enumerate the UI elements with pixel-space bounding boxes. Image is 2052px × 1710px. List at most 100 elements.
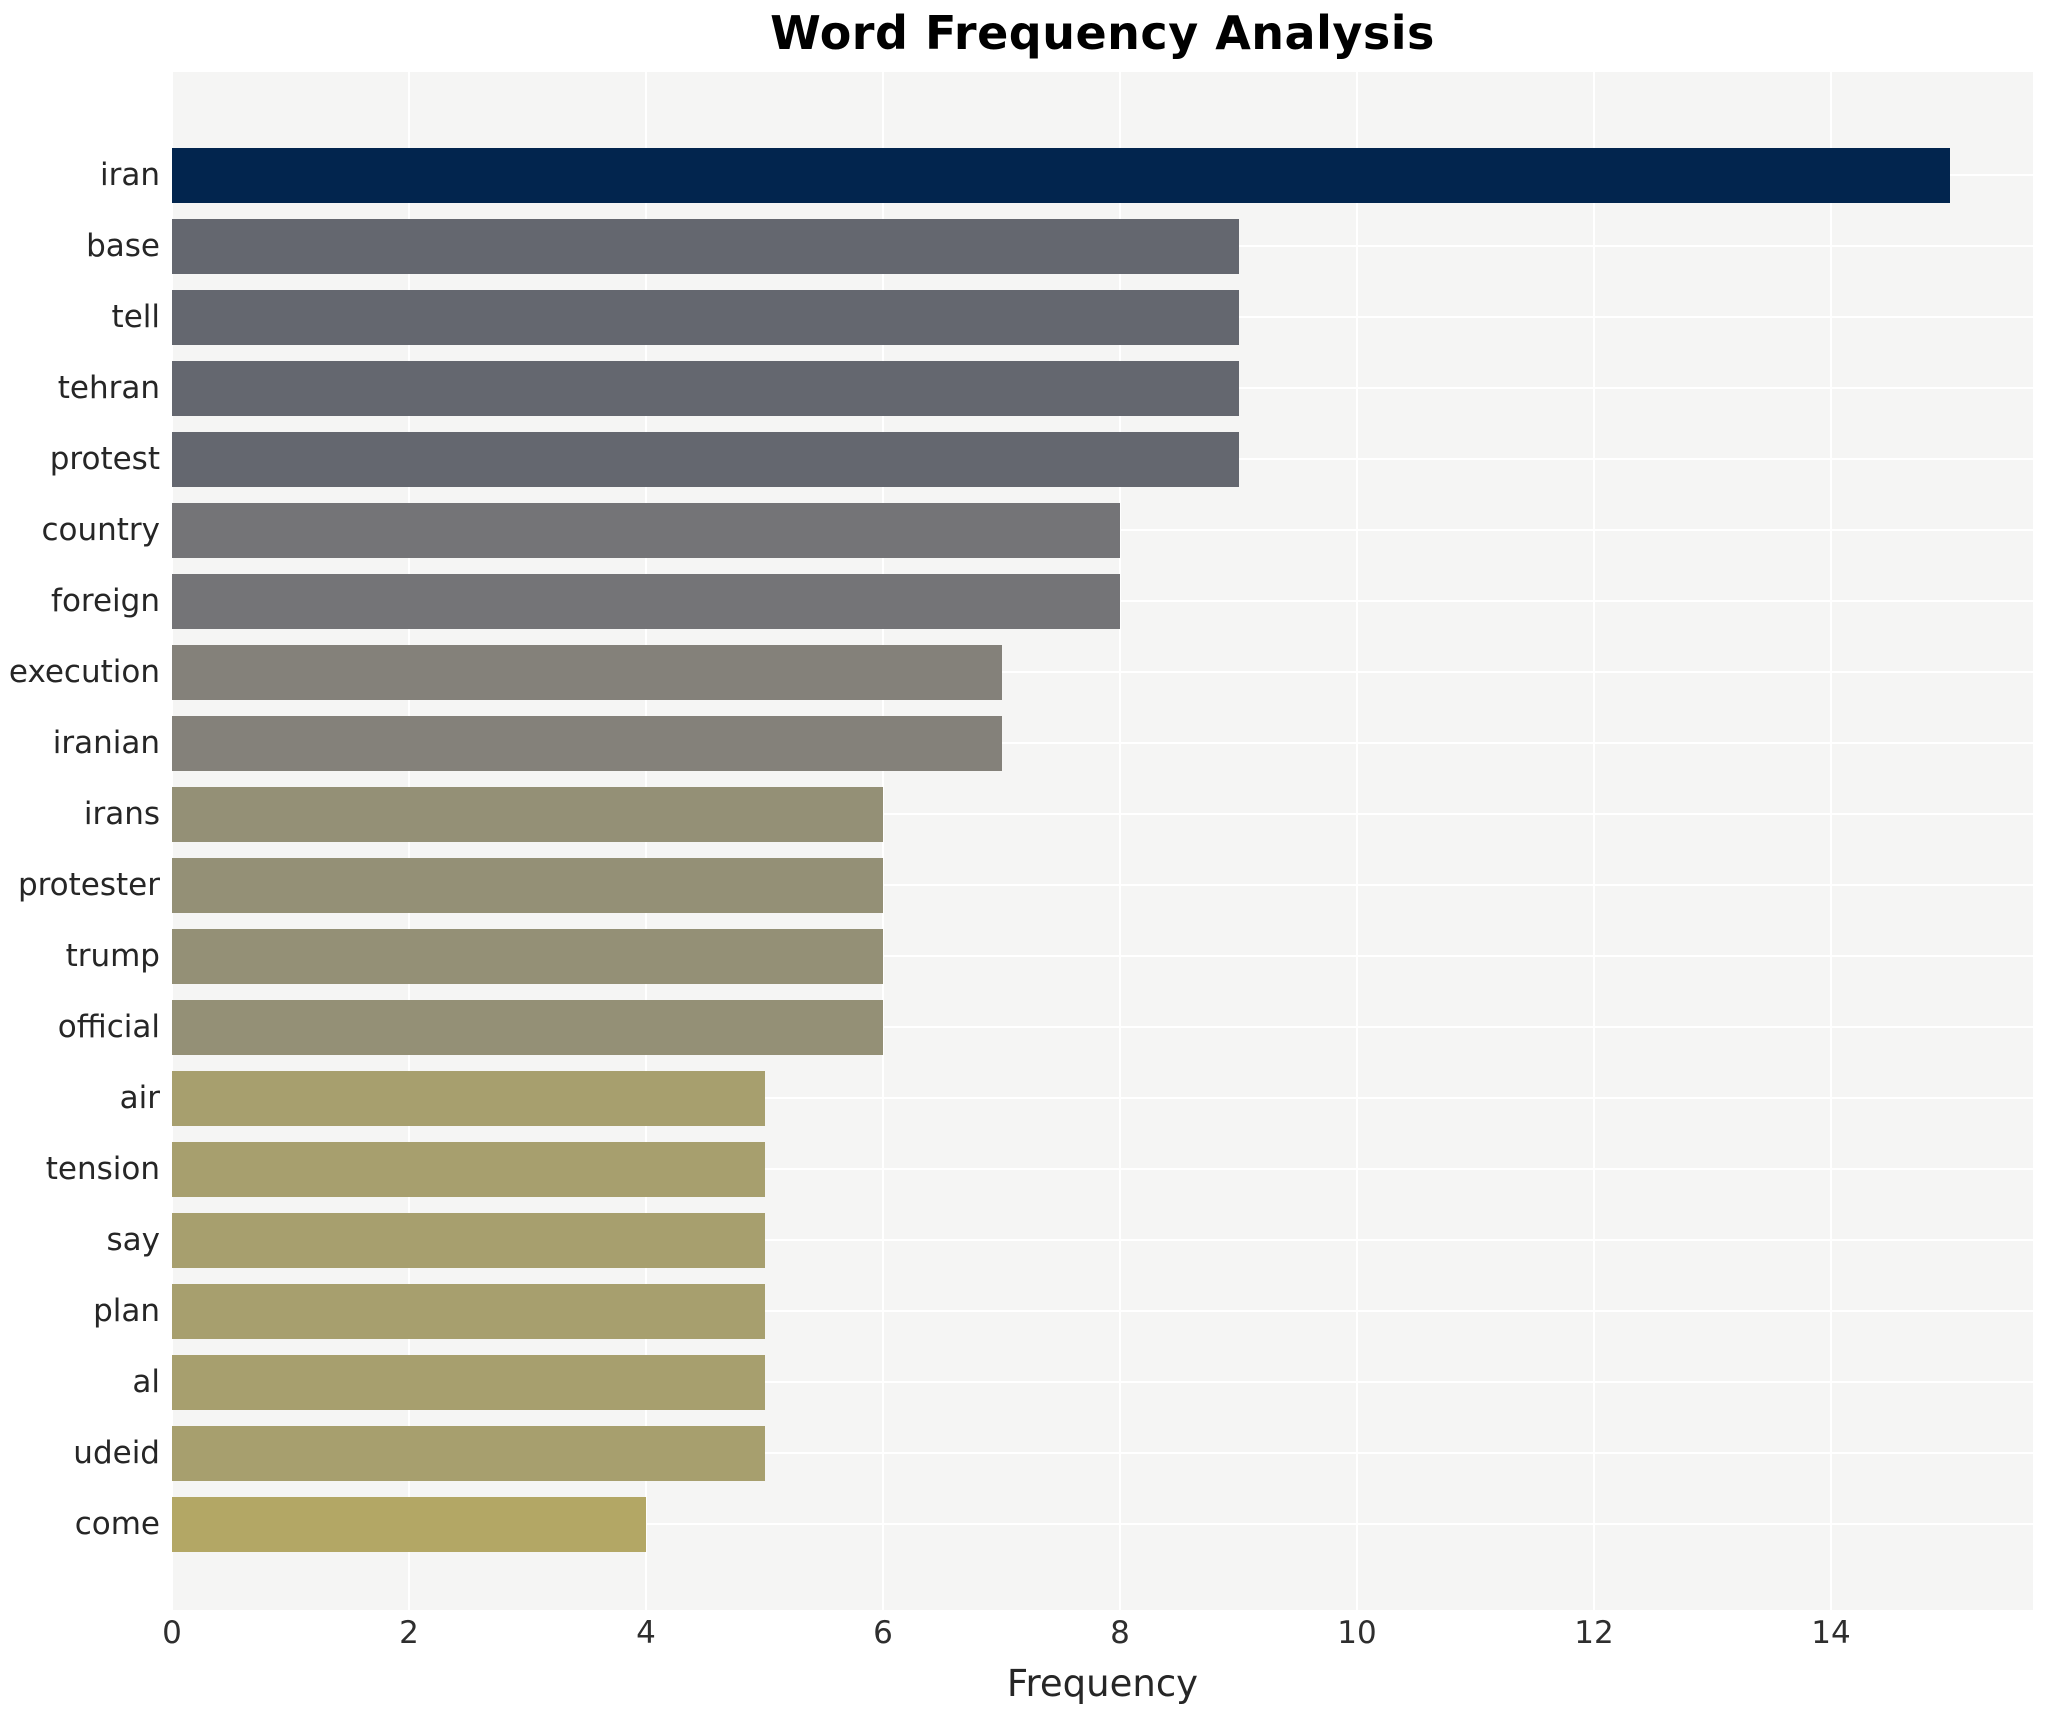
bar-label: foreign: [51, 583, 160, 619]
frequency-bar: [172, 1142, 765, 1197]
bar-label: official: [57, 1009, 160, 1045]
frequency-bar: [172, 1497, 646, 1552]
bar-track: [172, 1347, 2033, 1418]
bar-track: [172, 1063, 2033, 1134]
grid-line-horizontal: [172, 1168, 2033, 1170]
bar-row: official: [0, 992, 2033, 1063]
bar-label: execution: [8, 654, 160, 690]
grid-line-horizontal: [172, 1310, 2033, 1312]
frequency-bar: [172, 503, 1120, 558]
bar-row: al: [0, 1347, 2033, 1418]
grid-line-vertical: [1830, 72, 1832, 1610]
bar-row: protest: [0, 424, 2033, 495]
grid-line-horizontal: [172, 1452, 2033, 1454]
bar-label: tension: [45, 1151, 160, 1187]
x-tick-label: 6: [873, 1615, 893, 1651]
bar-track: [172, 424, 2033, 495]
bar-track: [172, 495, 2033, 566]
bar-label: protest: [49, 441, 160, 477]
bar-row: tension: [0, 1134, 2033, 1205]
bar-track: [172, 1276, 2033, 1347]
x-tick-label: 10: [1337, 1615, 1377, 1651]
frequency-bar: [172, 858, 883, 913]
grid-line-horizontal: [172, 1239, 2033, 1241]
bar-track: [172, 140, 2033, 211]
frequency-bar: [172, 716, 1002, 771]
bar-track: [172, 566, 2033, 637]
bar-row: say: [0, 1205, 2033, 1276]
bar-track: [172, 850, 2033, 921]
frequency-bar: [172, 432, 1239, 487]
grid-line-vertical: [1593, 72, 1595, 1610]
bar-label: country: [41, 512, 160, 548]
frequency-bar: [172, 361, 1239, 416]
bar-row: iran: [0, 140, 2033, 211]
frequency-bar: [172, 148, 1950, 203]
bar-label: say: [106, 1222, 161, 1258]
grid-line-horizontal: [172, 955, 2033, 957]
grid-line-horizontal: [172, 1381, 2033, 1383]
bar-track: [172, 353, 2033, 424]
frequency-bar: [172, 219, 1239, 274]
frequency-bar: [172, 1426, 765, 1481]
bar-label: come: [74, 1506, 160, 1542]
bar-label: tehran: [57, 370, 160, 406]
bar-track: [172, 992, 2033, 1063]
bar-row: plan: [0, 1276, 2033, 1347]
grid-line-vertical: [882, 72, 884, 1610]
frequency-bar: [172, 1071, 765, 1126]
frequency-bar: [172, 787, 883, 842]
bar-label: plan: [93, 1293, 160, 1329]
bar-track: [172, 211, 2033, 282]
bar-label: protester: [17, 867, 160, 903]
bar-row: execution: [0, 637, 2033, 708]
bar-row: air: [0, 1063, 2033, 1134]
chart-title: Word Frequency Analysis: [770, 6, 1435, 60]
bar-track: [172, 1489, 2033, 1560]
x-tick-label: 14: [1811, 1615, 1851, 1651]
bar-row: base: [0, 211, 2033, 282]
grid-line-vertical: [1119, 72, 1121, 1610]
bar-row: trump: [0, 921, 2033, 992]
frequency-bar: [172, 645, 1002, 700]
bar-row: tehran: [0, 353, 2033, 424]
bar-label: tell: [111, 299, 160, 335]
bar-track: [172, 637, 2033, 708]
grid-line-horizontal: [172, 813, 2033, 815]
x-tick-label: 2: [399, 1615, 419, 1651]
bar-label: al: [132, 1364, 160, 1400]
bar-label: udeid: [73, 1435, 160, 1471]
grid-line-horizontal: [172, 671, 2033, 673]
x-tick-label: 0: [162, 1615, 182, 1651]
x-axis-ticks: 0 2 4 6 8 10 12 14: [162, 1615, 2033, 1655]
grid-line-horizontal: [172, 1097, 2033, 1099]
bar-track: [172, 1418, 2033, 1489]
bar-row: country: [0, 495, 2033, 566]
frequency-bar: [172, 574, 1120, 629]
bar-track: [172, 921, 2033, 992]
x-tick-label: 8: [1110, 1615, 1130, 1651]
bar-track: [172, 1205, 2033, 1276]
bars-container: iran base tell tehran protest country foreign e…: [0, 72, 2033, 1610]
grid-line-horizontal: [172, 884, 2033, 886]
frequency-bar: [172, 290, 1239, 345]
bar-row: iranian: [0, 708, 2033, 779]
frequency-bar: [172, 1284, 765, 1339]
bar-track: [172, 779, 2033, 850]
bar-track: [172, 708, 2033, 779]
frequency-bar: [172, 929, 883, 984]
bar-row: tell: [0, 282, 2033, 353]
frequency-bar: [172, 1355, 765, 1410]
grid-line-horizontal: [172, 1026, 2033, 1028]
grid-line-horizontal: [172, 1523, 2033, 1525]
bar-row: protester: [0, 850, 2033, 921]
bar-label: air: [119, 1080, 160, 1116]
bar-label: iran: [99, 157, 160, 193]
bar-row: foreign: [0, 566, 2033, 637]
grid-line-horizontal: [172, 742, 2033, 744]
frequency-bar: [172, 1000, 883, 1055]
bar-track: [172, 282, 2033, 353]
grid-line-vertical: [1356, 72, 1358, 1610]
x-axis-label: Frequency: [1006, 1662, 1199, 1705]
